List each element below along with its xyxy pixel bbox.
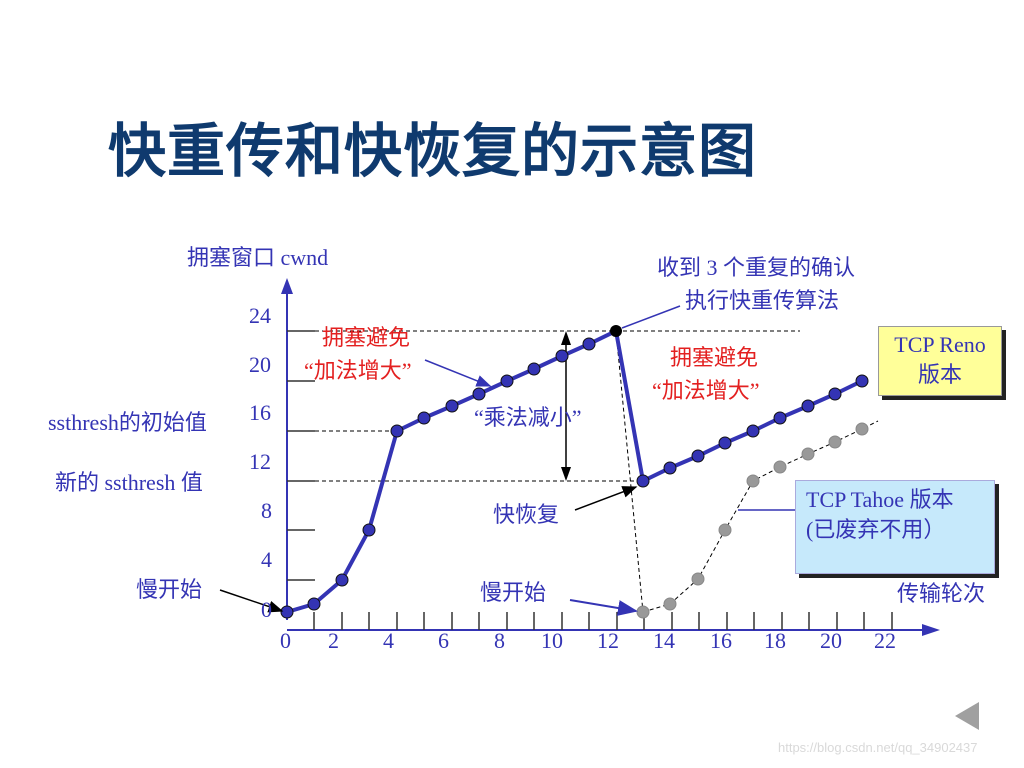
series-tahoe xyxy=(636,420,879,619)
series-reno xyxy=(280,325,869,619)
legend-tahoe-line1: TCP Tahoe 版本 xyxy=(806,487,954,512)
x-tick-16: 16 xyxy=(710,628,732,653)
slow-start-label-2: 慢开始 xyxy=(480,580,547,605)
fast-recovery-label: 快恢复 xyxy=(493,502,560,527)
previous-slide-icon[interactable] xyxy=(955,702,979,730)
multiplicative-decrease-label: “乘法减小” xyxy=(474,405,582,430)
ssthresh-initial-label: ssthresh的初始值 xyxy=(48,410,207,435)
x-tick-12: 12 xyxy=(597,628,619,653)
triple-dup-ack-point xyxy=(610,325,622,337)
legend-tcp-reno: TCP Reno 版本 xyxy=(878,326,1002,396)
x-axis-label: 传输轮次 xyxy=(897,581,986,606)
y-tick-24: 24 xyxy=(249,303,271,328)
ssthresh-new-label: 新的 ssthresh 值 xyxy=(55,470,203,495)
congestion-avoid-label-2: 拥塞避免 xyxy=(670,345,759,370)
slow-start-label-1: 慢开始 xyxy=(136,577,203,602)
x-tick-6: 6 xyxy=(438,628,449,653)
x-tick-8: 8 xyxy=(494,628,505,653)
x-tick-14: 14 xyxy=(653,628,675,653)
y-tick-20: 20 xyxy=(249,352,271,377)
x-tick-4: 4 xyxy=(383,628,394,653)
y-tick-0: 0 xyxy=(261,597,272,622)
annotation-pointers xyxy=(219,305,795,616)
reference-lines xyxy=(315,330,800,613)
y-axis xyxy=(281,278,293,620)
congestion-avoid-label-1: 拥塞避免 xyxy=(322,325,411,350)
y-tick-12: 12 xyxy=(249,449,271,474)
x-tick-marks xyxy=(313,612,893,630)
y-axis-label: 拥塞窗口 cwnd xyxy=(187,245,329,270)
x-tick-22: 22 xyxy=(874,628,896,653)
page-title: 快重传和快恢复的示意图 xyxy=(108,117,758,185)
y-tick-4: 4 xyxy=(261,547,272,572)
watermark: https://blog.csdn.net/qq_34902437 xyxy=(778,740,978,755)
legend-tcp-tahoe: TCP Tahoe 版本 (已废弃不用） xyxy=(795,480,995,574)
x-axis xyxy=(287,624,940,636)
x-tick-18: 18 xyxy=(764,628,786,653)
x-tick-0: 0 xyxy=(280,628,291,653)
y-tick-16: 16 xyxy=(249,400,271,425)
additive-increase-label-2: “加法增大” xyxy=(652,378,760,403)
legend-reno-line1: TCP Reno xyxy=(894,332,986,357)
legend-reno-line2: 版本 xyxy=(917,362,962,387)
x-tick-2: 2 xyxy=(328,628,339,653)
x-tick-10: 10 xyxy=(541,628,563,653)
additive-increase-label-1: “加法增大” xyxy=(304,358,412,383)
y-tick-marks xyxy=(287,330,315,581)
x-tick-20: 20 xyxy=(820,628,842,653)
y-tick-8: 8 xyxy=(261,498,272,523)
legend-tahoe-line2: (已废弃不用） xyxy=(806,517,946,542)
fast-retransmit-label: 执行快重传算法 xyxy=(685,288,840,313)
three-dup-acks-label: 收到 3 个重复的确认 xyxy=(657,255,856,280)
